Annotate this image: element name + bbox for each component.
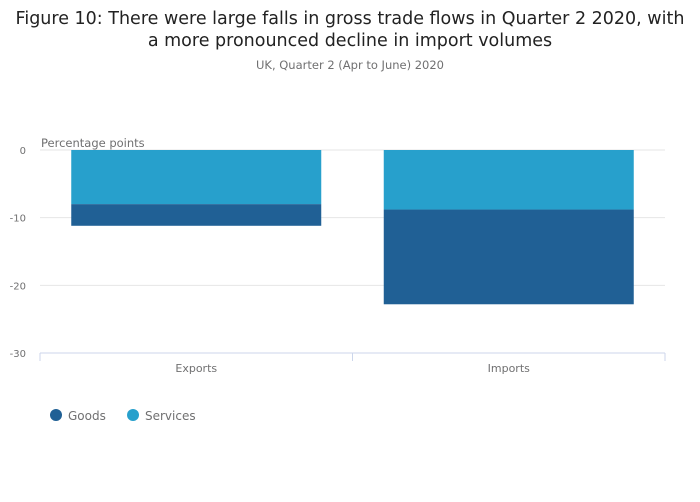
x-tick-label: Imports xyxy=(488,362,531,375)
legend-item-services[interactable]: Services xyxy=(127,409,196,423)
x-tick-label: Exports xyxy=(175,362,217,375)
legend-label: Services xyxy=(145,409,196,423)
legend-marker xyxy=(50,409,62,421)
bars xyxy=(71,150,634,305)
chart-title: Figure 10: There were large falls in gro… xyxy=(0,8,700,52)
chart-title-line-2: a more pronounced decline in import volu… xyxy=(147,31,553,51)
y-tick-label: 0 xyxy=(20,146,26,157)
y-tick-label: -30 xyxy=(10,349,26,360)
chart-title-line-1: Figure 10: There were large falls in gro… xyxy=(15,9,685,29)
bar-goods-imports xyxy=(383,209,634,305)
axes: 0 -10 -20 -30 Exports Imports xyxy=(10,146,666,375)
legend-item-goods[interactable]: Goods xyxy=(50,409,106,423)
chart-subtitle: UK, Quarter 2 (Apr to June) 2020 xyxy=(255,58,444,72)
y-tick-label: -20 xyxy=(10,281,26,292)
y-tick-label: -10 xyxy=(10,214,26,225)
y-axis-label: Percentage points xyxy=(41,136,145,150)
legend: Goods Services xyxy=(50,409,196,423)
bar-goods-exports xyxy=(71,204,322,226)
legend-marker xyxy=(127,409,139,421)
bar-services-exports xyxy=(71,150,322,205)
legend-label: Goods xyxy=(68,409,106,423)
bar-services-imports xyxy=(383,150,634,210)
